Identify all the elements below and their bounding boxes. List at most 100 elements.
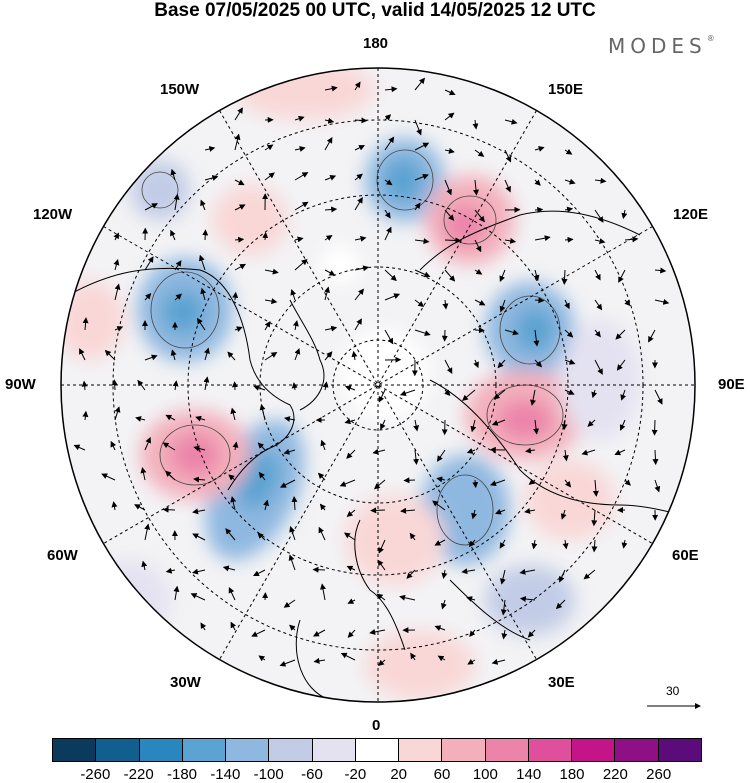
wind-arrow bbox=[432, 500, 446, 511]
colorbar-cell bbox=[95, 739, 139, 761]
wind-arrow bbox=[587, 419, 596, 427]
wind-arrow bbox=[172, 380, 179, 391]
wind-arrow bbox=[561, 269, 568, 285]
wind-arrow bbox=[73, 444, 86, 451]
wind-arrow bbox=[441, 569, 448, 579]
wind-arrow bbox=[555, 599, 566, 610]
wind-arrow bbox=[528, 478, 536, 485]
wind-arrow bbox=[344, 385, 356, 392]
wind-arrow bbox=[564, 329, 574, 338]
wind-arrow bbox=[111, 501, 118, 511]
wind-arrow bbox=[283, 599, 296, 608]
wind-arrow bbox=[491, 658, 506, 665]
wind-arrow bbox=[594, 269, 601, 281]
wind-arrow bbox=[234, 179, 245, 186]
wind-arrow bbox=[414, 142, 430, 151]
wind-arrow bbox=[324, 235, 333, 241]
wind-arrow bbox=[533, 419, 540, 435]
wind-arrow bbox=[490, 479, 506, 487]
wind-arrow bbox=[384, 179, 393, 186]
wind-arrow bbox=[474, 149, 485, 157]
wind-arrow bbox=[591, 539, 598, 553]
wind-arrow bbox=[378, 539, 386, 554]
lon-label-180: 180 bbox=[363, 35, 389, 52]
wind-arrow bbox=[444, 147, 455, 154]
wind-arrow bbox=[170, 349, 177, 361]
wind-arrow bbox=[110, 440, 117, 451]
wind-arrow bbox=[527, 629, 536, 638]
wind-arrow bbox=[504, 237, 517, 244]
wind-arrow bbox=[384, 114, 392, 121]
wind-arrow bbox=[594, 299, 603, 311]
wind-arrow bbox=[354, 197, 363, 211]
wind-arrow bbox=[624, 479, 631, 486]
wind-arrow bbox=[652, 449, 659, 466]
wind-arrow bbox=[533, 269, 540, 282]
wind-arrow bbox=[377, 659, 386, 667]
wind-arrow bbox=[257, 532, 266, 541]
wind-arrow bbox=[534, 235, 551, 242]
wind-arrow bbox=[114, 406, 121, 421]
wind-arrow bbox=[264, 352, 278, 361]
wind-arrow bbox=[82, 410, 89, 421]
wind-arrow bbox=[373, 479, 386, 490]
wind-arrow bbox=[583, 569, 596, 580]
wind-arrow bbox=[474, 209, 485, 223]
wind-arrow bbox=[140, 467, 147, 481]
wind-arrow bbox=[444, 209, 455, 221]
wind-arrow bbox=[144, 256, 154, 271]
wind-arrow bbox=[654, 389, 663, 405]
wind-arrow bbox=[409, 532, 416, 541]
wind-arrow bbox=[204, 175, 219, 181]
wind-arrow bbox=[534, 359, 543, 368]
colorbar-cell bbox=[268, 739, 312, 761]
wind-arrow bbox=[594, 238, 606, 244]
wind-arrow bbox=[564, 359, 576, 365]
wind-arrow bbox=[406, 569, 416, 579]
colorbar-label: -140 bbox=[210, 766, 241, 783]
wind-arrow bbox=[262, 232, 269, 241]
wind-arrow bbox=[294, 348, 301, 361]
colorbar-cell bbox=[225, 739, 269, 761]
wind-arrow bbox=[204, 347, 210, 361]
wind-arrow bbox=[564, 206, 574, 213]
wind-arrow bbox=[437, 655, 446, 662]
wind-arrow bbox=[324, 137, 333, 151]
wind-arrow bbox=[165, 567, 176, 574]
lon-label-120w: 120W bbox=[33, 206, 73, 223]
anomaly-field bbox=[61, 68, 640, 700]
wind-arrow bbox=[354, 265, 370, 272]
wind-arrow bbox=[414, 329, 431, 337]
wind-arrow bbox=[414, 299, 425, 308]
wind-arrow bbox=[264, 144, 274, 151]
wind-arrow bbox=[564, 178, 576, 185]
wind-arrow bbox=[114, 283, 121, 301]
wind-arrow bbox=[472, 479, 479, 489]
wind-arrow bbox=[504, 118, 518, 125]
wind-arrow bbox=[384, 209, 391, 219]
wind-arrow bbox=[173, 585, 180, 601]
wind-arrow bbox=[324, 269, 336, 276]
wind-arrow bbox=[414, 202, 421, 211]
wind-arrow bbox=[468, 539, 476, 548]
wind-arrow bbox=[444, 269, 456, 282]
wind-arrow bbox=[234, 263, 246, 271]
wind-arrow bbox=[414, 269, 431, 278]
wind-arrow bbox=[564, 479, 572, 488]
wind-arrow bbox=[519, 596, 536, 603]
wind-arrow bbox=[434, 625, 446, 631]
wind-arrow bbox=[113, 232, 119, 241]
wind-arrow bbox=[251, 629, 266, 637]
wind-arrow bbox=[230, 407, 237, 421]
wind-arrow bbox=[347, 629, 356, 638]
wind-arrow bbox=[144, 293, 152, 301]
wind-arrow bbox=[141, 560, 148, 571]
lon-label-30w: 30W bbox=[170, 674, 201, 691]
wind-arrow bbox=[324, 325, 338, 332]
wind-arrow bbox=[500, 599, 507, 616]
colorbar-cell bbox=[657, 739, 701, 761]
wind-arrow bbox=[111, 379, 118, 391]
lon-label-90e: 90E bbox=[718, 376, 745, 393]
lon-label-60w: 60W bbox=[47, 547, 78, 564]
wind-arrow bbox=[200, 622, 207, 631]
